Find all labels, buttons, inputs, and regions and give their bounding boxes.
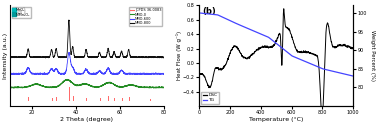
X-axis label: 2 Theta (degree): 2 Theta (degree) <box>60 116 113 121</box>
DSC <box>263 46 267 47</box>
TG <box>331 71 336 72</box>
DSC <box>282 8 286 10</box>
DSC <box>223 64 228 65</box>
TG <box>197 12 201 14</box>
Text: (a): (a) <box>13 8 26 16</box>
Y-axis label: Intensity (a.u.): Intensity (a.u.) <box>3 33 8 79</box>
DSC <box>332 46 336 47</box>
DSC <box>320 118 324 120</box>
Y-axis label: Weight Percent (%): Weight Percent (%) <box>370 30 375 81</box>
TG <box>351 75 355 77</box>
DSC <box>351 48 355 50</box>
X-axis label: Temperature (°C): Temperature (°C) <box>249 116 303 121</box>
DSC <box>348 47 353 48</box>
DSC <box>256 50 260 51</box>
Line: TG: TG <box>199 13 353 76</box>
DSC <box>214 67 219 69</box>
TG <box>263 35 267 36</box>
Legend: DSC, TG: DSC, TG <box>201 92 218 104</box>
Legend: MnO₂, NiMn₂O₄: MnO₂, NiMn₂O₄ <box>12 7 31 18</box>
Text: (b): (b) <box>202 8 216 16</box>
Y-axis label: Heat Flow (W g⁻¹): Heat Flow (W g⁻¹) <box>175 31 181 80</box>
DSC <box>197 72 201 74</box>
TG <box>214 14 219 16</box>
TG <box>348 75 352 76</box>
TG <box>256 32 260 34</box>
Line: DSC: DSC <box>199 9 353 119</box>
TG <box>223 18 228 19</box>
